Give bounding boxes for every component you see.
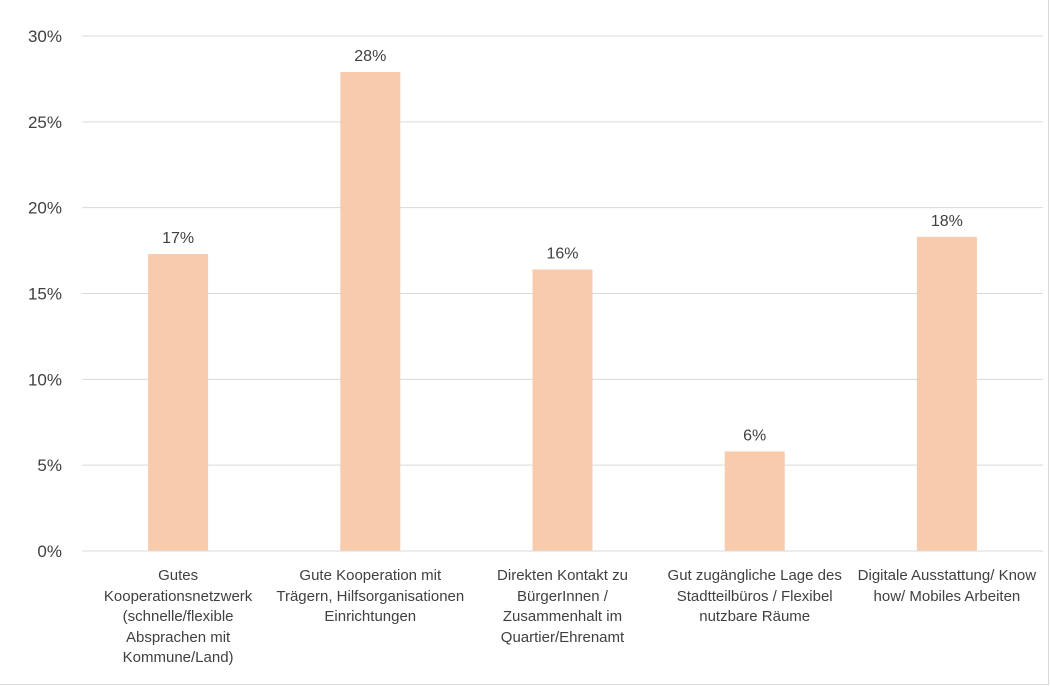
bar — [148, 254, 209, 551]
bar — [724, 451, 785, 551]
data-label: 16% — [546, 245, 578, 262]
y-tick-label: 20% — [28, 199, 62, 218]
y-tick-label: 10% — [28, 370, 62, 389]
x-category-label: Digitale Ausstattung/ Know how/ Mobiles … — [857, 567, 1037, 605]
x-category-label: Gutes Kooperationsnetzwerk (schnelle/fle… — [103, 567, 253, 666]
y-tick-label: 25% — [28, 113, 62, 132]
bar — [340, 72, 401, 552]
data-label: 28% — [354, 48, 386, 65]
data-label: 18% — [931, 213, 963, 230]
x-category-label: Gut zugängliche Lage des Stadtteilbüros … — [667, 567, 842, 625]
bar — [532, 269, 593, 551]
data-label: 17% — [162, 230, 194, 247]
y-tick-label: 0% — [37, 542, 62, 561]
y-tick-label: 30% — [28, 27, 62, 46]
x-category-label: Direkten Kontakt zu BürgerInnen / Zusamm… — [497, 567, 628, 646]
data-label: 6% — [743, 427, 766, 444]
bar — [916, 236, 977, 551]
y-tick-label: 5% — [37, 456, 62, 475]
x-category-label: Gute Kooperation mit Trägern, Hilfsorgan… — [276, 567, 465, 625]
y-tick-label: 15% — [28, 285, 62, 304]
